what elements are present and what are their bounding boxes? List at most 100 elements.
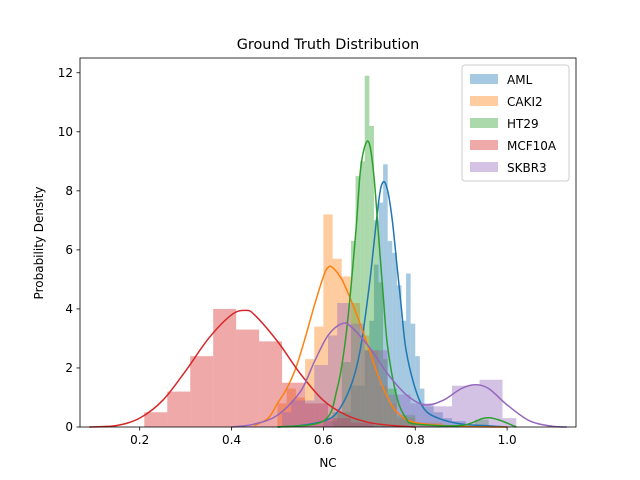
hist-bar-aml bbox=[415, 356, 420, 427]
hist-bar-aml bbox=[364, 350, 370, 427]
hist-bar-skbr3 bbox=[502, 418, 517, 427]
hist-bar-ht29 bbox=[341, 362, 351, 427]
hist-bar-aml bbox=[419, 388, 425, 427]
hist-bar-aml bbox=[433, 412, 443, 427]
x-tick-label: 0.2 bbox=[130, 433, 149, 447]
hist-bar-aml bbox=[442, 418, 452, 427]
y-tick-label: 0 bbox=[65, 420, 73, 434]
hist-bar-caki2 bbox=[277, 403, 287, 427]
hist-bar-caki2 bbox=[350, 303, 361, 427]
kde-line-mcf10a bbox=[89, 309, 416, 428]
legend-label-caki2: CAKI2 bbox=[507, 95, 543, 109]
hist-bar-caki2 bbox=[314, 326, 324, 427]
hist-bar-mcf10a bbox=[350, 422, 374, 427]
hist-bar-ht29 bbox=[332, 412, 342, 427]
hist-bar-skbr3 bbox=[364, 350, 388, 427]
hist-bar-mcf10a bbox=[328, 418, 351, 427]
hist-bar-mcf10a bbox=[190, 356, 214, 427]
x-tick-label: 1.0 bbox=[498, 433, 517, 447]
hist-group-mcf10a bbox=[144, 308, 374, 427]
hist-bar-skbr3 bbox=[452, 385, 480, 427]
x-tick-label: 0.6 bbox=[314, 433, 333, 447]
y-tick-label: 6 bbox=[65, 243, 73, 257]
hist-bar-ht29 bbox=[364, 75, 370, 427]
hist-bar-caki2 bbox=[360, 335, 370, 427]
x-tick-label: 0.8 bbox=[406, 433, 425, 447]
hist-bar-aml bbox=[383, 164, 388, 427]
histogram-layer bbox=[144, 75, 517, 428]
hist-bar-mcf10a bbox=[167, 391, 191, 427]
hist-bar-aml bbox=[424, 406, 434, 427]
kde-line-skbr3 bbox=[231, 322, 567, 428]
legend-swatch-mcf10a bbox=[470, 140, 498, 150]
hist-bar-skbr3 bbox=[328, 335, 338, 427]
kde-line-caki2 bbox=[254, 265, 508, 428]
hist-bar-aml bbox=[323, 421, 338, 427]
hist-bar-caki2 bbox=[305, 359, 315, 427]
hist-bar-skbr3 bbox=[314, 365, 328, 427]
hist-bar-caki2 bbox=[295, 397, 306, 427]
hist-bar-aml bbox=[396, 285, 402, 427]
legend-swatch-skbr3 bbox=[470, 162, 498, 172]
hist-bar-aml bbox=[387, 241, 393, 427]
hist-bar-caki2 bbox=[323, 214, 333, 427]
hist-bar-mcf10a bbox=[144, 412, 168, 427]
hist-bar-ht29 bbox=[369, 125, 374, 428]
legend-label-mcf10a: MCF10A bbox=[507, 139, 557, 153]
legend-label-skbr3: SKBR3 bbox=[507, 161, 547, 175]
y-tick-label: 2 bbox=[65, 361, 73, 375]
legend-label-ht29: HT29 bbox=[507, 117, 539, 131]
hist-bar-ht29 bbox=[474, 419, 489, 427]
hist-bar-skbr3 bbox=[350, 323, 365, 427]
hist-group-aml bbox=[323, 164, 466, 427]
hist-bar-mcf10a bbox=[236, 329, 260, 427]
kde-layer bbox=[89, 140, 567, 428]
hist-bar-aml bbox=[350, 385, 365, 427]
axes-frame bbox=[79, 57, 577, 428]
hist-bar-aml bbox=[373, 264, 379, 427]
hist-bar-ht29 bbox=[373, 220, 379, 427]
hist-bar-caki2 bbox=[396, 418, 416, 427]
legend: AML CAKI2 HT29 MCF10A SKBR3 bbox=[461, 64, 570, 182]
x-axis-label: NC bbox=[319, 456, 336, 470]
hist-bar-caki2 bbox=[387, 403, 397, 427]
y-axis-label: Probability Density bbox=[32, 187, 46, 300]
y-tick-label: 4 bbox=[65, 302, 73, 316]
hist-bar-ht29 bbox=[350, 241, 356, 427]
hist-bar-ht29 bbox=[355, 176, 361, 427]
hist-bar-caki2 bbox=[332, 258, 342, 427]
y-tick-label: 12 bbox=[58, 66, 73, 80]
legend-box bbox=[461, 64, 570, 182]
hist-bar-ht29 bbox=[387, 388, 397, 427]
hist-bar-ht29 bbox=[378, 282, 384, 427]
hist-group-caki2 bbox=[277, 214, 443, 427]
hist-bar-caki2 bbox=[286, 388, 296, 427]
hist-bar-aml bbox=[401, 320, 407, 427]
axes-layer: 0.2 0.4 0.6 0.8 1.0 0 2 4 6 8 10 12 bbox=[58, 57, 577, 447]
chart-title: Ground Truth Distribution bbox=[237, 37, 420, 53]
hist-bar-aml bbox=[406, 273, 411, 427]
hist-bar-aml bbox=[369, 320, 374, 427]
hist-bar-aml bbox=[378, 202, 384, 427]
hist-bar-skbr3 bbox=[387, 394, 411, 427]
hist-bar-skbr3 bbox=[291, 400, 315, 427]
hist-bar-skbr3 bbox=[479, 379, 503, 427]
hist-bar-mcf10a bbox=[213, 308, 237, 427]
hist-bar-skbr3 bbox=[410, 403, 434, 427]
legend-swatch-aml bbox=[470, 74, 498, 84]
kde-line-ht29 bbox=[277, 140, 517, 428]
legend-swatch-caki2 bbox=[470, 96, 498, 106]
hist-bar-caki2 bbox=[378, 385, 388, 427]
hist-bar-ht29 bbox=[360, 161, 365, 427]
legend-swatch-ht29 bbox=[470, 118, 498, 128]
kde-line-aml bbox=[277, 180, 508, 428]
legend-label-aml: AML bbox=[507, 73, 533, 87]
hist-group-ht29 bbox=[332, 75, 489, 428]
hist-bar-aml bbox=[392, 252, 397, 427]
x-tick-label: 0.4 bbox=[222, 433, 241, 447]
hist-bar-aml bbox=[410, 323, 416, 427]
hist-bar-caki2 bbox=[341, 276, 351, 427]
hist-bar-caki2 bbox=[369, 350, 379, 427]
